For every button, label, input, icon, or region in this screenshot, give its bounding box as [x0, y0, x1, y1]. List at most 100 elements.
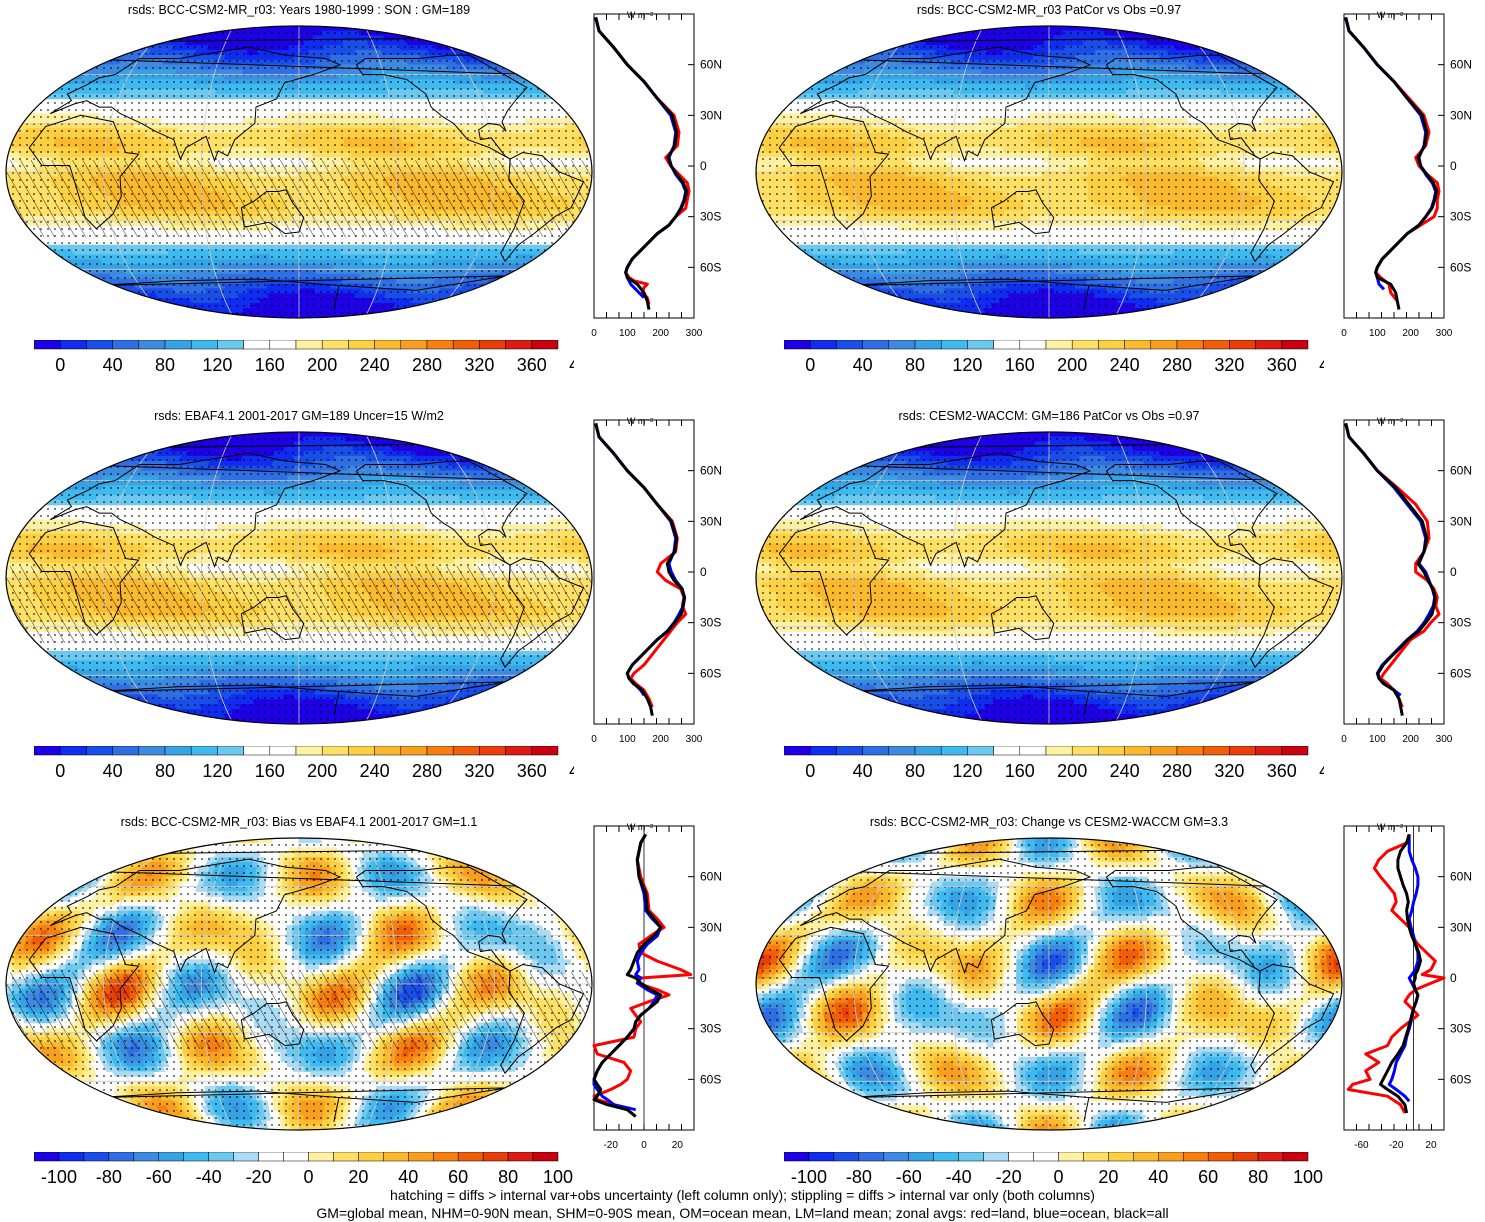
map-cell: [926, 26, 935, 31]
map-cell: [130, 31, 140, 36]
colorbar-swatch: [532, 340, 558, 349]
map-cell: [65, 274, 75, 279]
map-cell: [1153, 31, 1161, 36]
map-cell: [530, 55, 540, 60]
map-cell: [548, 264, 558, 269]
map-cell: [27, 94, 36, 99]
map-cell: [488, 41, 498, 46]
map-cell: [91, 60, 100, 65]
zonal-unit-label: W m⁻²: [627, 10, 653, 20]
map-cell: [459, 36, 469, 41]
map-cell: [498, 284, 508, 289]
map-cell: [552, 260, 561, 265]
map-cell: [512, 274, 522, 279]
map-cell: [469, 41, 479, 46]
map-cell: [488, 284, 497, 289]
map-cell: [373, 26, 380, 31]
map-cell: [426, 36, 435, 41]
map-cell: [153, 308, 162, 313]
zonal-y-tick-label: 0: [700, 159, 707, 173]
map-cell: [542, 75, 552, 80]
map-cell: [865, 36, 875, 41]
map-cell: [53, 60, 63, 65]
map-cell: [936, 31, 944, 36]
map-cell: [134, 303, 144, 308]
map-cell: [459, 299, 469, 304]
map-cell: [115, 45, 125, 50]
map-cell: [30, 250, 39, 255]
map-cell: [45, 84, 54, 89]
map-cell: [524, 60, 534, 65]
map-cell: [550, 84, 559, 89]
map-cell: [27, 245, 36, 250]
map-cell: [408, 26, 417, 31]
map-cell: [884, 36, 894, 41]
map-cell: [63, 55, 73, 60]
map-cell: [117, 313, 128, 318]
map-cell: [111, 31, 122, 36]
map-cell: [503, 60, 513, 65]
map-cell: [144, 36, 153, 41]
map-cell: [108, 313, 120, 318]
map-cell: [841, 36, 852, 41]
map-cell: [106, 31, 117, 36]
map-cell: [1215, 26, 1226, 31]
map-cell: [512, 41, 523, 46]
map-cell: [74, 50, 84, 55]
map-cell: [458, 31, 468, 36]
map-cell: [136, 313, 147, 318]
map-cell: [110, 289, 120, 294]
map-cell: [182, 308, 191, 313]
map-cell: [483, 289, 493, 294]
map-cell: [1221, 31, 1232, 36]
map-cell: [487, 26, 499, 31]
map-cell: [395, 313, 403, 318]
map-cell: [139, 31, 149, 36]
map-cell: [464, 45, 473, 50]
map-cell: [514, 284, 524, 289]
map-cell: [489, 45, 499, 50]
map-cell: [426, 308, 435, 313]
map-cell: [464, 294, 473, 299]
map-cell: [79, 45, 90, 50]
map-cell: [378, 26, 386, 31]
map-cell: [831, 36, 842, 41]
map-cell: [42, 250, 51, 255]
map-cell: [115, 303, 125, 308]
map-cell: [508, 294, 519, 299]
zonal-x-tick-label: 200: [652, 328, 669, 339]
map-cell: [54, 274, 64, 279]
map-cell: [538, 70, 548, 75]
colorbar-label: 240: [360, 355, 390, 375]
map-cell: [213, 26, 221, 31]
map-cell: [99, 45, 109, 50]
map-cell: [80, 41, 91, 46]
map-cell: [449, 36, 459, 41]
map-cell: [426, 26, 436, 31]
map-cell: [524, 279, 534, 284]
map-cell: [449, 308, 459, 313]
map-cell: [497, 60, 506, 65]
map-cell: [562, 94, 571, 99]
map-cell: [544, 70, 554, 75]
map-cell: [124, 36, 134, 41]
map-cell: [899, 36, 908, 41]
map-cell: [63, 264, 72, 269]
map-cell: [84, 294, 94, 299]
map-cell: [1154, 26, 1163, 31]
map-cell: [63, 289, 74, 294]
map-cell: [877, 26, 888, 31]
map-cell: [863, 26, 874, 31]
colorbar-label: 80: [155, 355, 175, 375]
map-cell: [204, 26, 212, 31]
map-cell: [538, 269, 548, 274]
map-cell: [454, 303, 464, 308]
map-cell: [104, 299, 114, 304]
map-cell: [492, 36, 503, 41]
map-cell: [535, 260, 544, 265]
map-cell: [487, 303, 498, 308]
map-cell: [48, 80, 57, 85]
map-cell: [434, 26, 444, 31]
map-cell: [501, 36, 512, 41]
map-cell: [456, 26, 467, 31]
